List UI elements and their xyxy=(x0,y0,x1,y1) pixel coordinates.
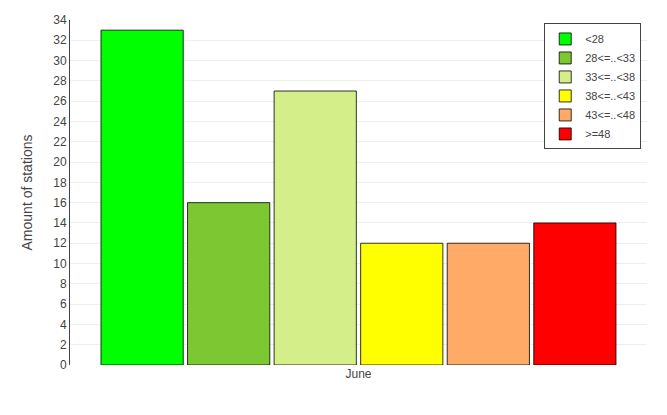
svg-text:24: 24 xyxy=(53,115,67,129)
svg-text:28: 28 xyxy=(53,74,67,88)
svg-text:30: 30 xyxy=(53,54,67,68)
svg-text:Amount of stations: Amount of stations xyxy=(19,135,35,251)
svg-text:34: 34 xyxy=(53,13,67,27)
svg-text:6: 6 xyxy=(60,297,67,311)
svg-text:33<=..<38: 33<=..<38 xyxy=(585,71,635,83)
svg-text:4: 4 xyxy=(60,318,67,332)
svg-text:>=48: >=48 xyxy=(585,128,610,140)
svg-text:12: 12 xyxy=(53,236,67,250)
svg-text:18: 18 xyxy=(53,176,67,190)
svg-text:2: 2 xyxy=(60,338,67,352)
svg-text:26: 26 xyxy=(53,94,67,108)
svg-text:14: 14 xyxy=(53,216,67,230)
svg-text:43<=..<48: 43<=..<48 xyxy=(585,109,635,121)
svg-text:32: 32 xyxy=(53,33,67,47)
svg-text:16: 16 xyxy=(53,196,67,210)
svg-text:28<=..<33: 28<=..<33 xyxy=(585,52,635,64)
svg-text:22: 22 xyxy=(53,135,67,149)
svg-text:8: 8 xyxy=(60,277,67,291)
svg-text:0: 0 xyxy=(60,358,67,372)
svg-text:June: June xyxy=(345,367,371,381)
svg-text:<28: <28 xyxy=(585,33,604,45)
svg-text:10: 10 xyxy=(53,257,67,271)
svg-text:38<=..<43: 38<=..<43 xyxy=(585,90,635,102)
svg-text:20: 20 xyxy=(53,155,67,169)
